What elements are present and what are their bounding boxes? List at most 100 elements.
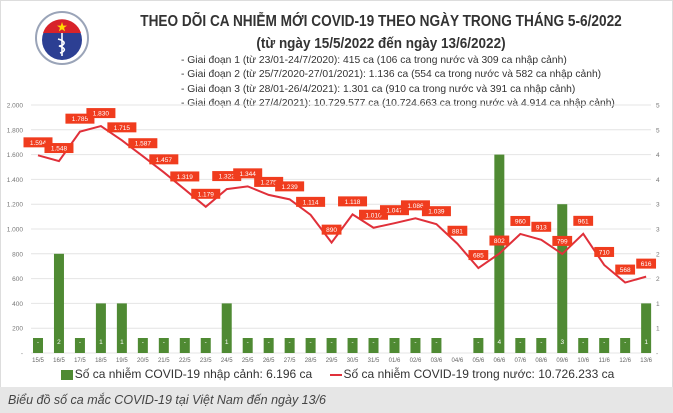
bar-data-label: - bbox=[351, 339, 353, 346]
x-tick-label: 05/6 bbox=[473, 358, 485, 364]
y-right-tick: 3 bbox=[656, 202, 660, 209]
line-data-label-box bbox=[170, 171, 200, 182]
y-left-tick: 1.400 bbox=[7, 177, 24, 184]
bar-data-label: - bbox=[163, 339, 165, 346]
line-data-label-box bbox=[594, 246, 615, 257]
bar-data-label: 3 bbox=[560, 339, 564, 346]
line-data-label-box bbox=[615, 264, 636, 275]
line-data-label: 1.039 bbox=[428, 209, 445, 216]
legend-line-swatch bbox=[329, 373, 342, 376]
bar-data-label: - bbox=[205, 339, 207, 346]
line-data-label-box bbox=[254, 176, 284, 187]
bar bbox=[305, 338, 316, 353]
bar-data-label: - bbox=[289, 339, 291, 346]
y-right-tick: 2 bbox=[656, 251, 660, 258]
bar-data-label: - bbox=[477, 339, 479, 346]
line-data-label-box bbox=[275, 181, 305, 192]
line-data-label: 1.594 bbox=[30, 140, 47, 147]
bar-data-label: - bbox=[435, 339, 437, 346]
line-data-label: 1.457 bbox=[156, 157, 173, 164]
bar bbox=[179, 338, 190, 353]
line-data-label: 710 bbox=[599, 249, 610, 256]
bar bbox=[33, 338, 43, 353]
line-data-label-box bbox=[191, 188, 221, 199]
bar-data-label: - bbox=[247, 339, 249, 346]
x-tick-label: 30/5 bbox=[347, 358, 359, 364]
line-data-label: 1.047 bbox=[386, 208, 403, 215]
legend-bar-label: Số ca nhiễm COVID-19 nhập cảnh: 6.196 ca bbox=[74, 367, 313, 381]
combo-chart: - - 200 1 400 1 600 2 800 2 1.000 3 1.200 3 1.400 4 1.60… bbox=[7, 103, 660, 365]
bar-data-label: - bbox=[310, 339, 312, 346]
bar-data-label: 1 bbox=[120, 339, 124, 346]
y-left-tick: 800 bbox=[12, 251, 23, 258]
line-data-label-box bbox=[447, 225, 468, 236]
x-tick-label: 01/6 bbox=[389, 358, 401, 364]
line-data-label: 881 bbox=[452, 228, 463, 235]
bar-data-label: - bbox=[79, 339, 81, 346]
bar bbox=[431, 338, 442, 353]
line-data-label-box bbox=[573, 215, 594, 226]
line-data-label: 1.322 bbox=[219, 174, 236, 181]
x-tick-label: 22/5 bbox=[179, 358, 191, 364]
x-tick-label: 27/5 bbox=[284, 358, 296, 364]
bar bbox=[473, 338, 484, 353]
line-data-label: 802 bbox=[494, 238, 505, 245]
line-data-label: 961 bbox=[578, 218, 589, 225]
bar bbox=[200, 338, 211, 353]
line-data-label: 1.319 bbox=[177, 174, 194, 181]
bar bbox=[557, 204, 568, 353]
caption-text: Biểu đồ số ca mắc COVID-19 tại Việt Nam … bbox=[8, 393, 326, 407]
line-data-label: 1.010 bbox=[365, 212, 382, 219]
bar-data-label: - bbox=[268, 339, 270, 346]
bar bbox=[95, 303, 106, 353]
bar bbox=[578, 338, 589, 353]
line-data-label: 616 bbox=[641, 261, 652, 268]
line-data-label: 1.587 bbox=[135, 141, 152, 148]
chart-subtitle: (từ ngày 15/5/2022 đến ngày 13/6/2022) bbox=[256, 35, 506, 52]
y-left-tick: 400 bbox=[12, 301, 23, 308]
line-data-label-box bbox=[44, 143, 74, 154]
line-data-label-box bbox=[212, 171, 242, 182]
x-tick-label: 24/5 bbox=[221, 358, 233, 364]
line-data-label-box bbox=[233, 168, 263, 179]
bar bbox=[116, 303, 127, 353]
x-tick-label: 20/5 bbox=[137, 358, 149, 364]
line-data-label-box bbox=[468, 250, 489, 261]
x-tick-label: 26/5 bbox=[263, 358, 275, 364]
bar-data-label: - bbox=[540, 339, 542, 346]
legend-line-label: Số ca nhiễm COVID-19 trong nước: 10.726.… bbox=[343, 367, 615, 381]
line-data-label: 960 bbox=[515, 218, 526, 225]
bar bbox=[263, 338, 274, 353]
x-tick-label: 03/6 bbox=[431, 358, 443, 364]
bar-data-label: 4 bbox=[498, 339, 502, 346]
bar bbox=[515, 338, 526, 353]
bar-data-label: 1 bbox=[99, 339, 103, 346]
line-data-label-box bbox=[321, 224, 342, 235]
y-right-tick: 2 bbox=[656, 276, 660, 283]
y-left-tick: 600 bbox=[12, 276, 23, 283]
bar-data-label: - bbox=[330, 339, 332, 346]
x-tick-label: 08/6 bbox=[535, 358, 547, 364]
line-data-label-box bbox=[128, 138, 158, 149]
y-right-tick: 5 bbox=[656, 103, 660, 110]
line-data-label: 1.239 bbox=[281, 184, 298, 191]
bar bbox=[368, 338, 379, 353]
x-tick-label: 15/5 bbox=[32, 358, 44, 364]
bar-data-label: - bbox=[414, 339, 416, 346]
chart-card: THEO DÕI CA NHIỄM MỚI COVID-19 THEO NGÀY… bbox=[0, 0, 673, 388]
phase-3: - Giai đoạn 3 (từ 28/01-26/4/2021): 1.30… bbox=[181, 83, 576, 95]
bar bbox=[242, 338, 253, 353]
line-data-label-box bbox=[531, 221, 552, 232]
x-tick-label: 02/6 bbox=[410, 358, 422, 364]
x-tick-label: 28/5 bbox=[305, 358, 317, 364]
y-right-tick: 5 bbox=[656, 127, 660, 134]
bar-data-label: 2 bbox=[57, 339, 61, 346]
x-tick-label: 17/5 bbox=[74, 358, 86, 364]
y-left-tick: - bbox=[21, 351, 23, 358]
chart-title: THEO DÕI CA NHIỄM MỚI COVID-19 THEO NGÀY… bbox=[140, 13, 622, 30]
bar bbox=[536, 338, 547, 353]
bar bbox=[221, 303, 232, 353]
y-right-tick: - bbox=[656, 351, 658, 358]
line-data-label-box bbox=[552, 235, 573, 246]
x-tick-label: 19/5 bbox=[116, 358, 128, 364]
